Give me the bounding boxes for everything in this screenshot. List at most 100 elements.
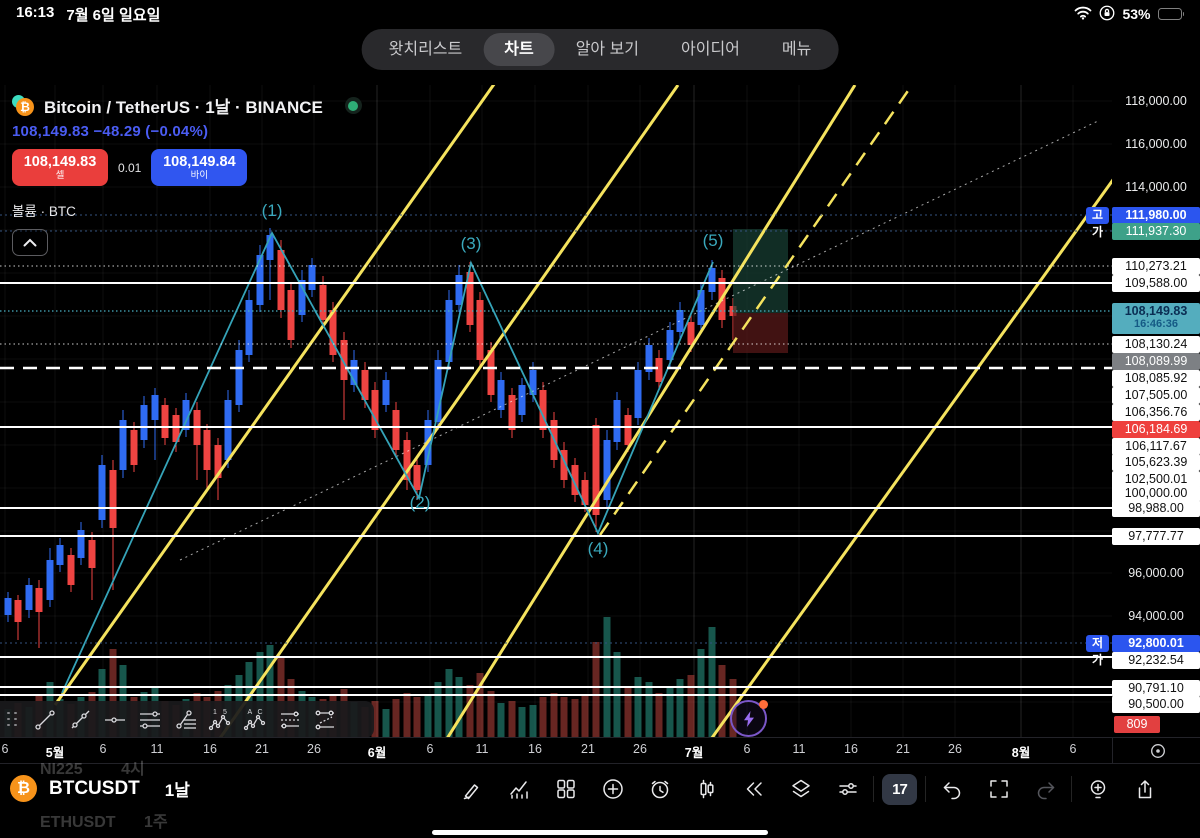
symbol-interval-picker[interactable]: NI225 4시 ₿ BTCUSDT 1날 ETHUSDT 1주: [10, 761, 250, 831]
tab-chart[interactable]: 차트: [483, 33, 555, 66]
tab-watchlist[interactable]: 왓치리스트: [388, 41, 463, 58]
time-tick: 26: [633, 742, 647, 756]
tab-ideas[interactable]: 아이디어: [681, 41, 740, 58]
pitchfork-icon[interactable]: [167, 704, 202, 735]
quick-trade-flash-button[interactable]: [730, 700, 769, 739]
price-level-label: 116,000.00: [1125, 136, 1187, 151]
chart-style-icon[interactable]: [683, 767, 730, 811]
ray-line-icon[interactable]: [62, 704, 97, 735]
active-interval: 1날: [164, 781, 190, 800]
fib-channel-icon[interactable]: [307, 704, 342, 735]
time-tick: 5월: [45, 746, 65, 760]
symbol-title[interactable]: Bitcoin / TetherUS · 1날 · BINANCE: [44, 98, 323, 117]
buy-button[interactable]: 108,149.84 바이: [151, 149, 248, 186]
wave-label-4: (4): [587, 539, 609, 558]
price-chart-canvas[interactable]: [0, 85, 1112, 737]
object-tree-icon[interactable]: [777, 767, 824, 811]
time-tick: 21: [896, 742, 910, 756]
alert-icon[interactable]: [636, 767, 683, 811]
price-level-label: 111,937.30: [1112, 222, 1200, 240]
price-level-label: 108,085.92: [1112, 369, 1200, 387]
price-level-label: 90,791.10: [1112, 679, 1200, 697]
time-tick: 6: [426, 742, 434, 756]
price-level-label: 809: [1114, 715, 1160, 733]
time-tick: 7월: [684, 746, 704, 760]
clock-date: 7월 6일 일요일: [66, 6, 161, 24]
svg-text:A: A: [247, 709, 252, 716]
add-icon[interactable]: [589, 767, 636, 811]
time-tick: 26: [948, 742, 962, 756]
layout-grid-icon[interactable]: [542, 767, 589, 811]
battery-percent: 53%: [1122, 6, 1151, 22]
toolbar-divider: [1071, 776, 1072, 802]
time-tick: 16: [844, 742, 858, 756]
bottom-toolbar: NI225 4시 ₿ BTCUSDT 1날 ETHUSDT 1주 17: [0, 761, 1200, 831]
time-tick: 11: [150, 742, 164, 756]
tab-explore[interactable]: 알아 보기: [575, 41, 640, 58]
time-tick: 11: [792, 742, 806, 756]
spread-value: 0.01: [118, 160, 142, 175]
last-price-change: 108,149.83 −48.29 (−0.04%): [12, 123, 209, 140]
market-status-dot: [344, 97, 362, 114]
undo-icon[interactable]: [928, 767, 975, 811]
settings-sliders-icon[interactable]: [824, 767, 871, 811]
wave-label-5: (5): [702, 231, 724, 250]
draw-icon[interactable]: [448, 767, 495, 811]
price-level-label: 106,117.67: [1112, 437, 1200, 455]
svg-text:1: 1: [213, 709, 217, 716]
time-tick: 8월: [1011, 746, 1031, 760]
picker-item-below[interactable]: ETHUSDT 1주: [40, 814, 168, 831]
fullscreen-icon[interactable]: [975, 767, 1022, 811]
time-tick: 6: [1, 742, 9, 756]
svg-text:C: C: [257, 709, 262, 716]
time-tick: 6: [99, 742, 107, 756]
price-level-label: 92,800.01: [1112, 634, 1200, 652]
active-symbol: BTCUSDT: [49, 777, 140, 799]
high-tag: 고가: [1085, 206, 1109, 239]
picker-item-current[interactable]: ₿ BTCUSDT 1날: [10, 775, 190, 802]
chevron-up-icon: [23, 238, 37, 247]
share-icon[interactable]: [1121, 767, 1168, 811]
time-tick: 26: [307, 742, 321, 756]
time-tick: 16: [528, 742, 542, 756]
home-indicator: [432, 830, 768, 835]
toolbar-divider: [925, 776, 926, 802]
indicators-icon[interactable]: [495, 767, 542, 811]
time-tick: 11: [475, 742, 489, 756]
picker-item-above[interactable]: NI225 4시: [40, 761, 145, 778]
tradingview-logo-icon[interactable]: 17: [876, 767, 923, 811]
gear-icon[interactable]: [1145, 740, 1171, 762]
battery-icon: [1157, 8, 1184, 20]
bitcoin-icon: ₿: [10, 775, 37, 802]
collapse-panel-button[interactable]: [12, 229, 48, 256]
price-level-label: 98,988.00: [1112, 499, 1200, 517]
sell-button[interactable]: 108,149.83 셀: [12, 149, 108, 186]
redo-icon[interactable]: [1022, 767, 1069, 811]
price-level-label: 96,000.00: [1128, 565, 1184, 580]
price-scale[interactable]: 118,000.00 116,000.00 114,000.00 111,980.00…: [1085, 85, 1200, 737]
bitcoin-icon: ₿: [12, 94, 36, 117]
status-bar: 16:13 7월 6일 일요일 53%: [0, 0, 1200, 28]
wifi-icon: [1074, 6, 1092, 23]
horizontal-line-icon[interactable]: [97, 704, 132, 735]
volume-indicator-label[interactable]: 볼륨 · BTC: [12, 204, 76, 219]
wave-label-2: (2): [409, 493, 431, 512]
axis-corner-divider: [1112, 738, 1113, 764]
price-level-label: 106,184.69: [1112, 420, 1200, 438]
time-axis[interactable]: 6 5월 6 11 16 21 26 6월 6 11 16 21 26 7월 6 11 16 21 26 8월 6: [0, 737, 1200, 764]
price-level-label: 102,500.01: [1112, 470, 1200, 488]
price-level-label: 111,980.00: [1112, 206, 1200, 224]
price-level-label: 108,089.99: [1112, 352, 1200, 370]
trend-line-icon[interactable]: [27, 704, 62, 735]
drag-handle-icon[interactable]: [7, 709, 23, 731]
current-price-label: 108,149.83 16:46:36: [1112, 302, 1200, 334]
notification-dot: [759, 700, 768, 709]
parallel-lines-icon[interactable]: [132, 704, 167, 735]
replay-icon[interactable]: [730, 767, 777, 811]
fib-lines-icon[interactable]: [272, 704, 307, 735]
tab-menu[interactable]: 메뉴: [781, 41, 812, 58]
idea-bulb-icon[interactable]: [1074, 767, 1121, 811]
price-level-label: 97,777.77: [1112, 527, 1200, 545]
